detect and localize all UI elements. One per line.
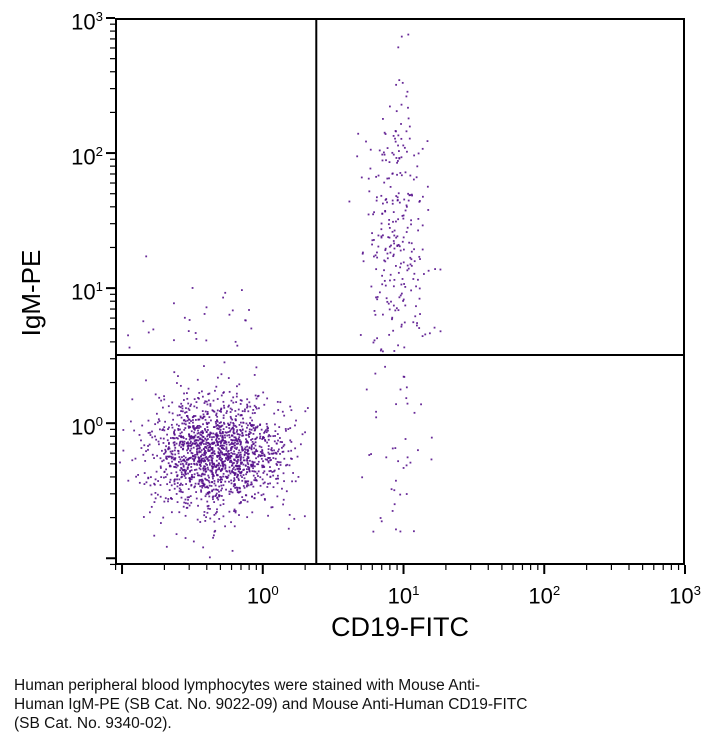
y-tick-label: 102 — [71, 144, 103, 170]
x-tick-label: 103 — [669, 583, 701, 609]
x-tick-label: 101 — [387, 583, 420, 609]
x-axis-label: CD19-FITC — [330, 612, 469, 642]
caption-line: Human peripheral blood lymphocytes were … — [14, 677, 481, 694]
y-tick-label: 100 — [71, 414, 103, 440]
y-tick-label: 103 — [71, 9, 103, 35]
y-tick-label: 101 — [71, 279, 103, 305]
x-tick-label: 100 — [246, 583, 279, 609]
x-tick-label: 102 — [528, 583, 561, 609]
caption-line: Human IgM-PE (SB Cat. No. 9022-09) and M… — [14, 696, 528, 713]
figure-caption: Human peripheral blood lymphocytes were … — [14, 676, 654, 733]
caption-line: (SB Cat. No. 9340-02). — [14, 715, 172, 732]
